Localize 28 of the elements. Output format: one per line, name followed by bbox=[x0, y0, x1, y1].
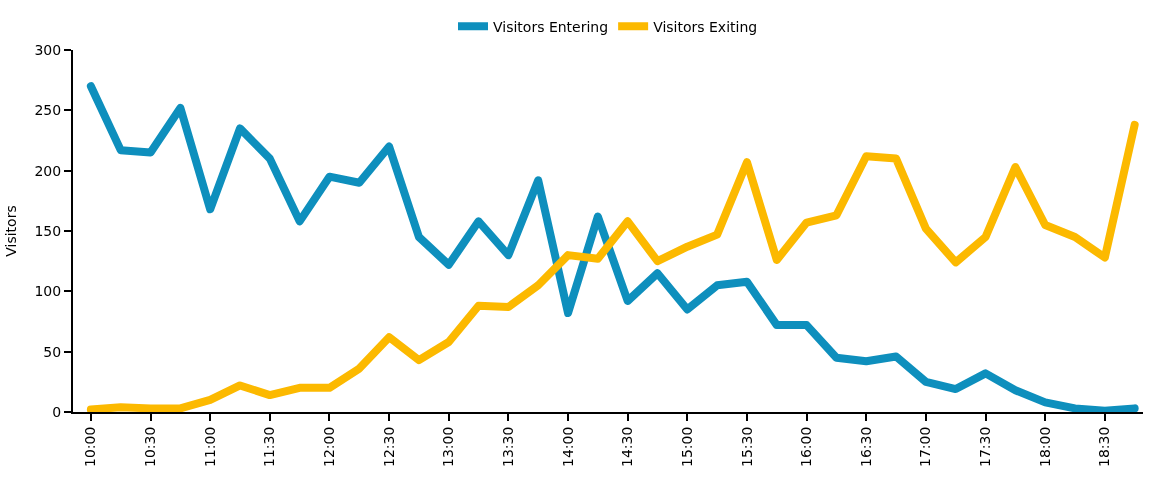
legend-label: Visitors Exiting bbox=[653, 18, 758, 35]
x-tick-label: 13:30 bbox=[499, 426, 516, 467]
y-tick-label: 300 bbox=[34, 41, 62, 58]
x-tick-label: 16:30 bbox=[857, 426, 874, 467]
y-tick-label: 150 bbox=[34, 222, 62, 239]
x-tick-label: 13:00 bbox=[440, 426, 457, 467]
x-tick-label: 15:30 bbox=[738, 426, 755, 467]
y-tick-label: 0 bbox=[52, 403, 62, 420]
x-tick-label: 17:30 bbox=[977, 426, 994, 467]
x-tick-label: 11:00 bbox=[201, 426, 218, 467]
y-tick-label: 200 bbox=[34, 162, 62, 179]
x-tick-label: 10:00 bbox=[82, 426, 99, 467]
x-tick-label: 12:30 bbox=[380, 426, 397, 467]
x-tick-label: 14:30 bbox=[619, 426, 636, 467]
x-tick-label: 11:30 bbox=[261, 426, 278, 467]
x-tick-label: 14:00 bbox=[559, 426, 576, 467]
x-tick-label: 18:00 bbox=[1036, 426, 1053, 467]
y-tick-label: 250 bbox=[34, 102, 62, 119]
y-tick-label: 50 bbox=[43, 343, 62, 360]
legend-label: Visitors Entering bbox=[493, 18, 609, 35]
y-tick-label: 100 bbox=[34, 283, 62, 300]
x-tick-label: 18:30 bbox=[1096, 426, 1113, 467]
y-axis-title: Visitors bbox=[2, 205, 19, 257]
x-tick-label: 15:00 bbox=[678, 426, 695, 467]
x-tick-label: 16:00 bbox=[798, 426, 815, 467]
x-tick-label: 10:30 bbox=[142, 426, 159, 467]
x-tick-label: 12:00 bbox=[321, 426, 338, 467]
x-tick-label: 17:00 bbox=[917, 426, 934, 467]
